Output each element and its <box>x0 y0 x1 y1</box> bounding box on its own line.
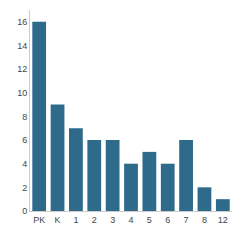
svg-text:1: 1 <box>73 215 78 225</box>
svg-text:2: 2 <box>22 183 27 193</box>
svg-text:12: 12 <box>218 215 228 225</box>
svg-text:7: 7 <box>184 215 189 225</box>
svg-text:PK: PK <box>33 215 45 225</box>
svg-text:5: 5 <box>147 215 152 225</box>
svg-text:2: 2 <box>92 215 97 225</box>
svg-text:3: 3 <box>110 215 115 225</box>
svg-text:12: 12 <box>17 64 27 74</box>
svg-text:4: 4 <box>128 215 133 225</box>
svg-text:0: 0 <box>22 206 27 216</box>
svg-text:6: 6 <box>22 135 27 145</box>
svg-text:8: 8 <box>22 112 27 122</box>
svg-text:8: 8 <box>202 215 207 225</box>
svg-text:16: 16 <box>17 17 27 27</box>
svg-text:4: 4 <box>22 159 27 169</box>
svg-text:10: 10 <box>17 88 27 98</box>
svg-text:6: 6 <box>165 215 170 225</box>
svg-text:14: 14 <box>17 41 27 51</box>
svg-text:K: K <box>55 215 61 225</box>
